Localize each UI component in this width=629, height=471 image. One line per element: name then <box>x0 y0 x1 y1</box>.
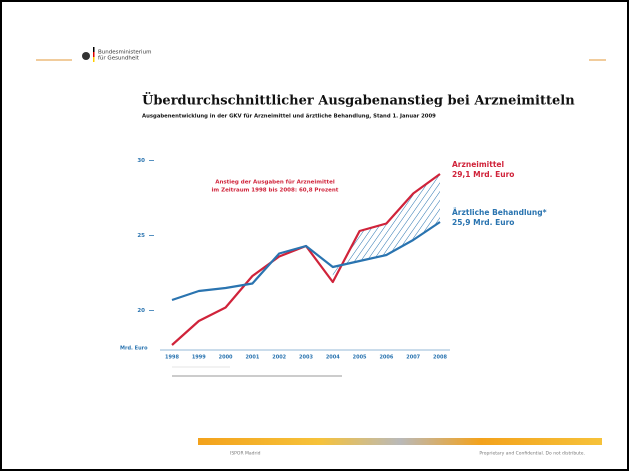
x-tick-label: 2007 <box>406 355 420 361</box>
x-tick-label: 1998 <box>165 355 179 361</box>
x-tick-label: 2004 <box>326 355 340 361</box>
slide-frame <box>1 1 628 470</box>
x-tick-label: 2002 <box>272 355 286 361</box>
page: {"header": {"logo_lines": ["Bundesminist… <box>0 0 629 471</box>
footer-left: ISPOR Madrid <box>230 451 261 457</box>
slide: Bundesministerium für Gesundheit Überdur… <box>0 0 629 471</box>
x-tick-label: 2000 <box>219 355 233 361</box>
footnote-placeholder <box>172 375 342 377</box>
x-tick-label: 2005 <box>353 355 367 361</box>
y-tick-label: 30 <box>137 158 145 164</box>
legend-label: Arzneimittel <box>452 160 504 169</box>
annotation: Anstieg der Ausgaben für Arzneimittel <box>215 180 335 186</box>
footer-band <box>198 438 602 445</box>
x-tick-label: 2006 <box>379 355 393 361</box>
y-tick-label: 25 <box>137 233 145 239</box>
x-tick-label: 2001 <box>245 355 259 361</box>
footer-right: Proprietary and Confidential. Do not dis… <box>479 451 585 457</box>
chart-title: Überdurchschnittlicher Ausgabenanstieg b… <box>142 92 575 109</box>
y-tick-label: 20 <box>137 308 145 314</box>
chart-subtitle: Ausgabenentwicklung in der GKV für Arzne… <box>142 114 436 120</box>
x-tick-label: 2008 <box>433 355 447 361</box>
x-tick-label: 2003 <box>299 355 313 361</box>
x-tick-label: 1999 <box>192 355 206 361</box>
logo-text: für Gesundheit <box>98 56 140 62</box>
end-value-label: 25,9 Mrd. Euro <box>452 218 514 227</box>
end-value-label: 29,1 Mrd. Euro <box>452 170 514 179</box>
y-axis-label: Mrd. Euro <box>120 346 148 352</box>
annotation: im Zeitraum 1998 bis 2008: 60,8 Prozent <box>212 188 339 194</box>
legend-label: Ärztliche Behandlung* <box>452 208 547 217</box>
